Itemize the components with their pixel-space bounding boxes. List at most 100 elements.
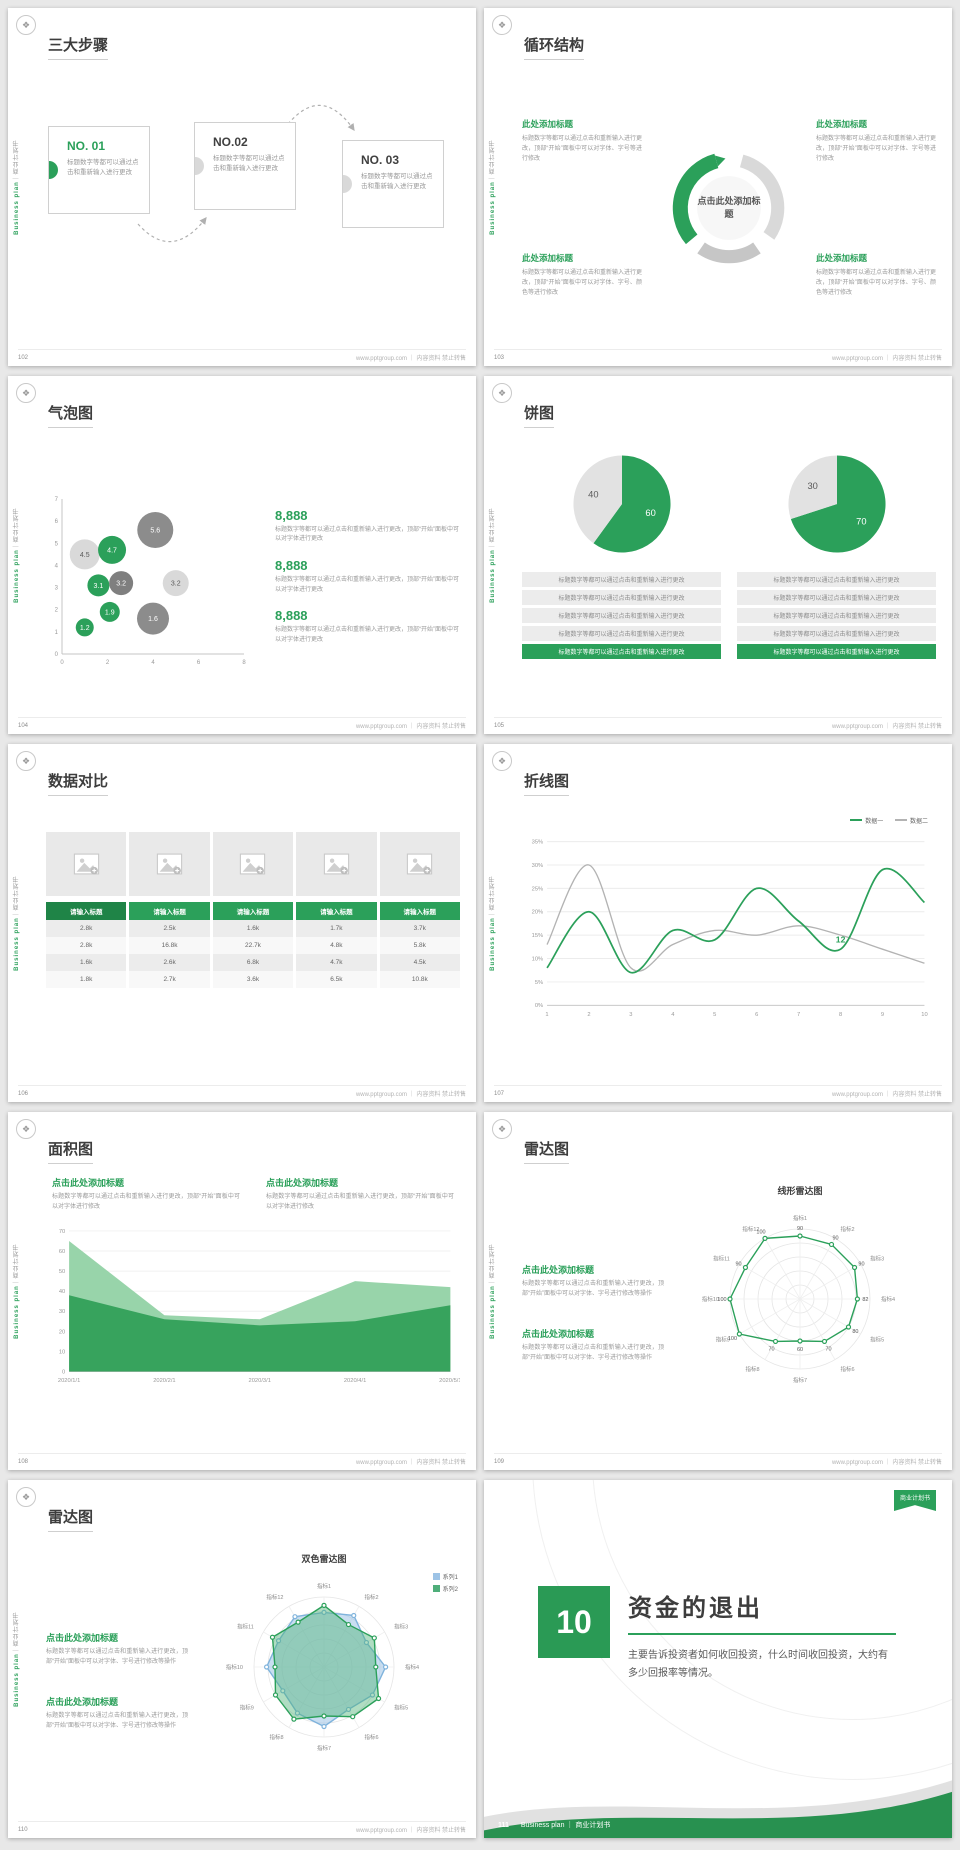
sidebar-brand-en: Business plan — [490, 917, 496, 971]
svg-text:82: 82 — [862, 1297, 868, 1303]
image-placeholder-icon — [156, 853, 183, 875]
stat-value: 8,888 — [275, 557, 308, 573]
footer-note: www.pptgroup.com ｜ 内容资料 禁止转售 — [355, 356, 466, 362]
svg-text:6: 6 — [197, 660, 201, 666]
legend-item: 数据二 — [894, 819, 928, 825]
area-chart: 0 10 20 30 40 50 60 70 2020/1/1 2020/2/1 2020/3/1 2… — [58, 1229, 462, 1384]
image-placeholder — [379, 832, 460, 896]
svg-text:2: 2 — [587, 1012, 590, 1018]
image-placeholder-icon — [240, 853, 266, 875]
text-block-heading: 此处添加标题 — [816, 118, 868, 129]
bottom-swoosh — [484, 1780, 952, 1838]
svg-text:0: 0 — [55, 652, 59, 658]
pie-block: 60 40 标题数字等都可以通过点击和重新输入进行更改 标题数字等都可以通过点击和… — [522, 448, 721, 659]
table-cell: 2.6k — [129, 954, 210, 971]
svg-text:指标5: 指标5 — [870, 1336, 884, 1344]
slide-102[interactable]: ❖ Business plan｜商业计划书 三大步骤 NO. 01 标题数字等都… — [8, 8, 476, 366]
stat-value: 8,888 — [275, 608, 308, 624]
svg-text:35%: 35% — [532, 840, 544, 846]
section-title: 资金的退出 — [628, 1595, 763, 1622]
svg-text:3.2: 3.2 — [116, 580, 126, 587]
text-block-body: 标题数字等都可以通过点击和重新输入进行更改，顶部“开始”面板中可以对字体、字号进… — [46, 1713, 188, 1730]
sidebar-brand-zh: ｜商业计划书 — [14, 507, 20, 550]
stat-value: 8,888 — [275, 507, 308, 523]
svg-text:3: 3 — [629, 1012, 632, 1018]
svg-text:5: 5 — [713, 1012, 716, 1018]
slide-108[interactable]: ❖ Business plan｜商业计划书 面积图 点击此处添加标题 标题数字等… — [8, 1112, 476, 1470]
svg-text:6: 6 — [755, 1012, 758, 1018]
slide-104[interactable]: ❖ Business plan｜商业计划书 气泡图 0 1 2 3 4 5 6 7 0 2 4 6 8 4… — [8, 376, 476, 734]
text-block: 此处添加标题 标题数字等都可以通过点击和重新输入进行更改，顶部“开始”面板中可以… — [522, 252, 642, 299]
text-block: 此处添加标题 标题数字等都可以通过点击和重新输入进行更改，顶部“开始”面板中可以… — [816, 118, 936, 165]
table-cell: 10.8k — [379, 971, 460, 988]
table-cell: 3.6k — [212, 971, 294, 988]
svg-text:4: 4 — [151, 660, 155, 666]
text-block-heading: 点击此处添加标题 — [52, 1178, 125, 1188]
legend-item: 系列1 — [432, 1572, 458, 1581]
slide-103[interactable]: ❖ Business plan｜商业计划书 循环结构 此处添加标题 标题数字等都… — [484, 8, 952, 366]
svg-text:3: 3 — [55, 585, 59, 591]
brand-badge-label: 商业计划书 — [899, 1496, 930, 1502]
slide-105[interactable]: ❖ Business plan｜商业计划书 饼图 60 40 标题数字等都可以通过… — [484, 376, 952, 734]
svg-text:90: 90 — [832, 1236, 838, 1242]
svg-text:30: 30 — [59, 1310, 65, 1316]
table-cell: 2.5k — [129, 920, 210, 937]
slide-111[interactable]: 商业计划书 10 资金的退出 主要告诉投资者如何收回投资，什么时间收回投资，大约… — [484, 1480, 952, 1838]
slide-110[interactable]: ❖ Business plan｜商业计划书 雷达图 点击此处添加标题 标题数字等… — [8, 1480, 476, 1838]
text-block-body: 标题数字等都可以通过点击和重新输入进行更改，顶部“开始”面板中可以对字体进行修改 — [266, 1194, 454, 1211]
table-cell: 5.8k — [379, 937, 460, 954]
svg-text:5%: 5% — [535, 980, 543, 986]
radar-chart-title: 双色雷达图 — [301, 1554, 347, 1564]
sidebar-text: Business plan｜商业计划书 — [488, 139, 497, 235]
step-text: 标题数字等都可以通过点击和重新输入进行更改 — [213, 155, 285, 173]
svg-text:2020/3/1: 2020/3/1 — [249, 1378, 271, 1384]
svg-text:80: 80 — [852, 1329, 858, 1335]
pie-caption-highlight: 标题数字等都可以通过点击和重新输入进行更改 — [737, 644, 936, 659]
stat-text: 标题数字等都可以通过点击和重新输入进行更改，顶部“开始”面板中可以对字体进行更改 — [275, 576, 459, 593]
pie-caption: 标题数字等都可以通过点击和重新输入进行更改 — [737, 590, 936, 605]
footer-note: www.pptgroup.com ｜ 内容资料 禁止转售 — [355, 1460, 466, 1466]
footer-note: www.pptgroup.com ｜ 内容资料 禁止转售 — [355, 724, 466, 730]
slide-109[interactable]: ❖ Business plan｜商业计划书 雷达图 点击此处添加标题 标题数字等… — [484, 1112, 952, 1470]
sidebar-brand-zh: ｜商业计划书 — [14, 1611, 20, 1654]
table-header-cell: 请输入标题 — [379, 902, 460, 920]
sidebar-brand-zh: ｜商业计划书 — [490, 507, 496, 550]
logo-icon: ❖ — [16, 751, 36, 771]
slide-106[interactable]: ❖ Business plan｜商业计划书 数据对比 请输入标题 请输入标题 请… — [8, 744, 476, 1102]
logo-icon: ❖ — [16, 383, 36, 403]
cycle-layout: 此处添加标题 标题数字等都可以通过点击和重新输入进行更改，顶部“开始”面板中可以… — [522, 74, 936, 342]
svg-text:10: 10 — [59, 1350, 65, 1356]
svg-text:100: 100 — [717, 1297, 726, 1303]
svg-text:4: 4 — [55, 563, 59, 569]
stat-text: 标题数字等都可以通过点击和重新输入进行更改，顶部“开始”面板中可以对字体进行更改 — [275, 526, 459, 543]
svg-text:12: 12 — [836, 934, 846, 944]
pie-caption-highlight: 标题数字等都可以通过点击和重新输入进行更改 — [522, 644, 721, 659]
page-number: 109 — [494, 1458, 505, 1465]
svg-text:指标12: 指标12 — [266, 1593, 283, 1601]
svg-text:1: 1 — [55, 629, 59, 635]
svg-text:2020/1/1: 2020/1/1 — [58, 1378, 80, 1384]
pie-caption: 标题数字等都可以通过点击和重新输入进行更改 — [522, 608, 721, 623]
table-cell: 2.8k — [46, 920, 127, 937]
section-divider — [628, 1633, 896, 1635]
svg-text:20: 20 — [59, 1330, 65, 1336]
step-bullet-icon — [195, 157, 204, 175]
page-number: 104 — [18, 722, 29, 729]
table-cell: 2.8k — [46, 937, 127, 954]
svg-text:1: 1 — [545, 1012, 548, 1018]
footer-note: www.pptgroup.com ｜ 内容资料 禁止转售 — [831, 1460, 942, 1466]
legend-label: 数据一 — [865, 819, 884, 825]
legend-swatch-icon — [894, 819, 907, 821]
svg-text:90: 90 — [797, 1226, 803, 1232]
logo-icon: ❖ — [492, 751, 512, 771]
step-text: 标题数字等都可以通过点击和重新输入进行更改 — [67, 159, 139, 177]
table-cell: 4.5k — [379, 954, 460, 971]
image-placeholder — [212, 832, 294, 896]
page-title: 雷达图 — [524, 1138, 570, 1164]
table-cell: 6.8k — [212, 954, 294, 971]
slide-107[interactable]: ❖ Business plan｜商业计划书 折线图 数据一 数据二 0% 5% 10… — [484, 744, 952, 1102]
text-block: 点击此处添加标题 标题数字等都可以通过点击和重新输入进行更改，顶部“开始”面板中… — [522, 1263, 664, 1299]
sidebar-text: Business plan｜商业计划书 — [12, 1243, 21, 1339]
sidebar-text: Business plan｜商业计划书 — [12, 507, 21, 603]
